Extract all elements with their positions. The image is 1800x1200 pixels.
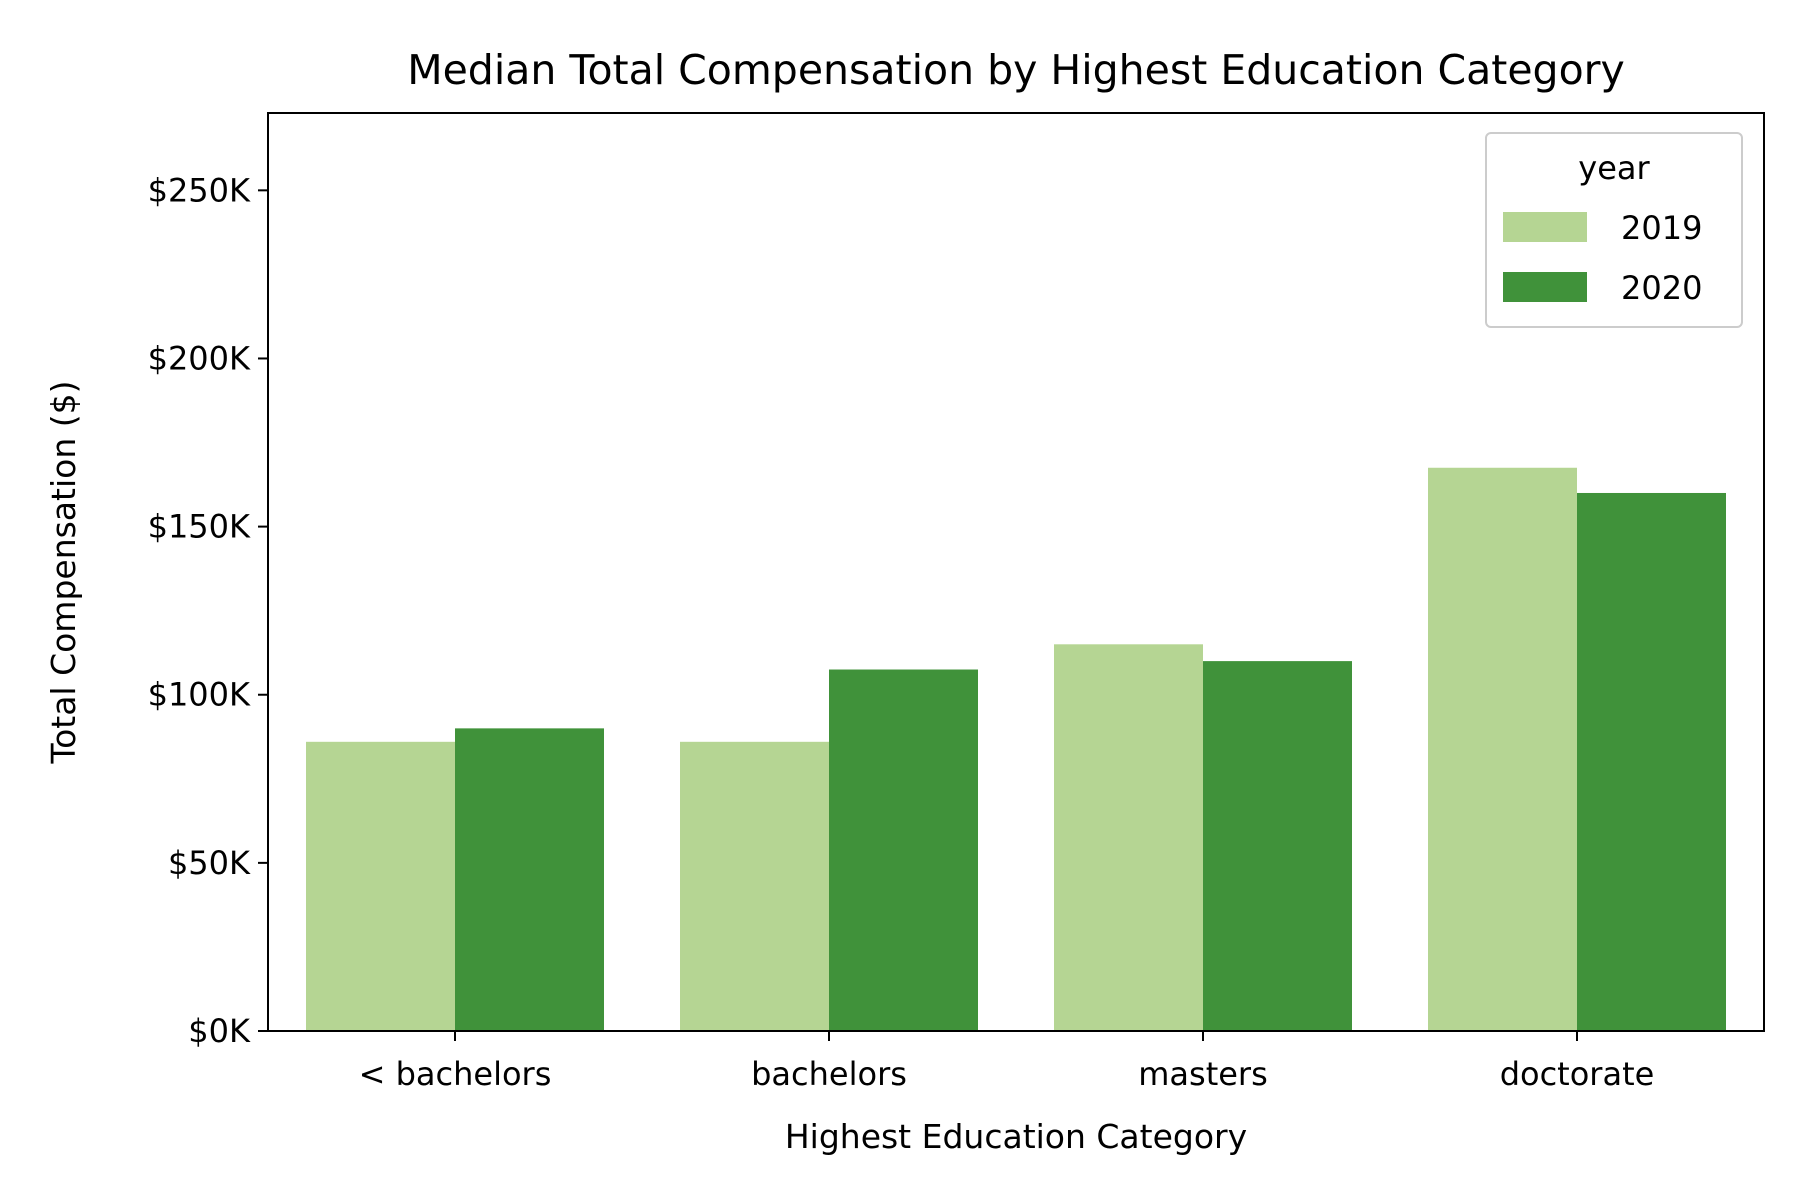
x-axis-label: Highest Education Category: [785, 1117, 1247, 1156]
bar-2020-0: [455, 728, 604, 1031]
x-tick-label: bachelors: [751, 1055, 907, 1093]
y-tick-label: $200K: [148, 339, 251, 377]
x-tick-label: masters: [1138, 1055, 1268, 1093]
chart-title: Median Total Compensation by Highest Edu…: [407, 46, 1625, 94]
bar-2019-0: [306, 741, 455, 1031]
bar-2019-2: [1054, 644, 1203, 1031]
bar-2019-3: [1428, 467, 1577, 1031]
y-axis: $0K $50K $100K $150K $200K $250K: [148, 171, 268, 1050]
bar-2020-1: [829, 669, 978, 1031]
y-tick-label: $0K: [188, 1012, 251, 1050]
x-tick-label: < bachelors: [359, 1055, 552, 1093]
bar-2019-1: [680, 741, 829, 1031]
legend: year 2019 2020: [1485, 132, 1743, 328]
legend-label-2020: 2020: [1621, 269, 1702, 307]
legend-swatch-2020: [1503, 272, 1587, 302]
x-axis: < bachelors bachelors masters doctorate: [359, 1031, 1655, 1093]
plot-frame: [267, 112, 1765, 1032]
y-axis-label: Total Compensation ($): [44, 381, 83, 765]
y-tick-label: $50K: [168, 844, 251, 882]
bar-2020-2: [1203, 661, 1352, 1031]
bars-layer: [306, 467, 1726, 1031]
x-tick-label: doctorate: [1500, 1055, 1655, 1093]
y-tick-label: $250K: [148, 171, 251, 209]
legend-title: year: [1578, 149, 1650, 187]
legend-swatch-2019: [1503, 212, 1587, 242]
bar-2020-3: [1577, 492, 1726, 1031]
legend-label-2019: 2019: [1621, 209, 1702, 247]
y-tick-label: $150K: [148, 508, 251, 546]
y-tick-label: $100K: [148, 676, 251, 714]
